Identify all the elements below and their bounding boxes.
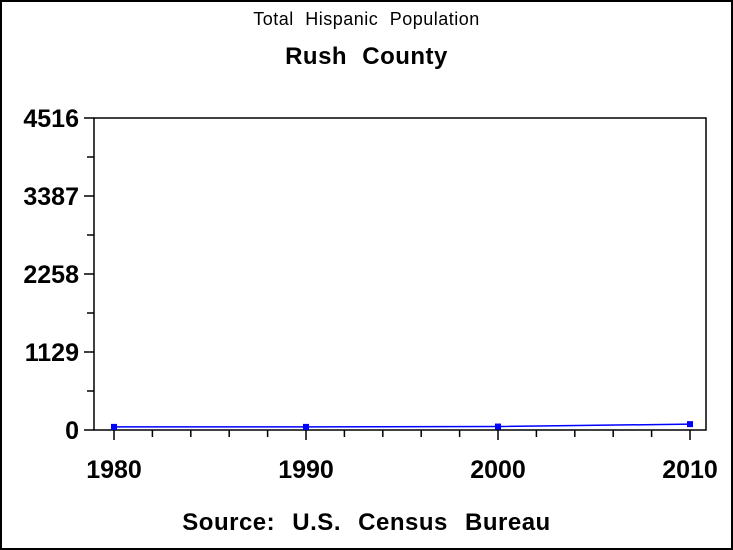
- x-tick-label: 1990: [278, 456, 334, 484]
- data-line: [114, 423, 691, 428]
- y-tick-label: 1129: [25, 339, 79, 367]
- y-tick-label: 3387: [23, 183, 79, 211]
- y-tick-label: 4516: [23, 105, 79, 133]
- x-tick-label: 1980: [86, 456, 142, 484]
- data-point-marker: [687, 421, 693, 428]
- data-point-marker: [495, 423, 501, 430]
- data-point-marker: [111, 423, 117, 430]
- x-tick-label: 2010: [662, 456, 718, 484]
- chart-subtitle: Rush County: [285, 43, 448, 70]
- y-tick-label: 0: [65, 417, 79, 445]
- plot-frame: [93, 117, 707, 431]
- data-point-marker: [303, 423, 309, 430]
- source-caption: Source: U.S. Census Bureau: [182, 509, 551, 536]
- y-tick-label: 2258: [23, 261, 79, 289]
- x-tick-label: 2000: [470, 456, 526, 484]
- chart-title: Total Hispanic Population: [253, 9, 480, 29]
